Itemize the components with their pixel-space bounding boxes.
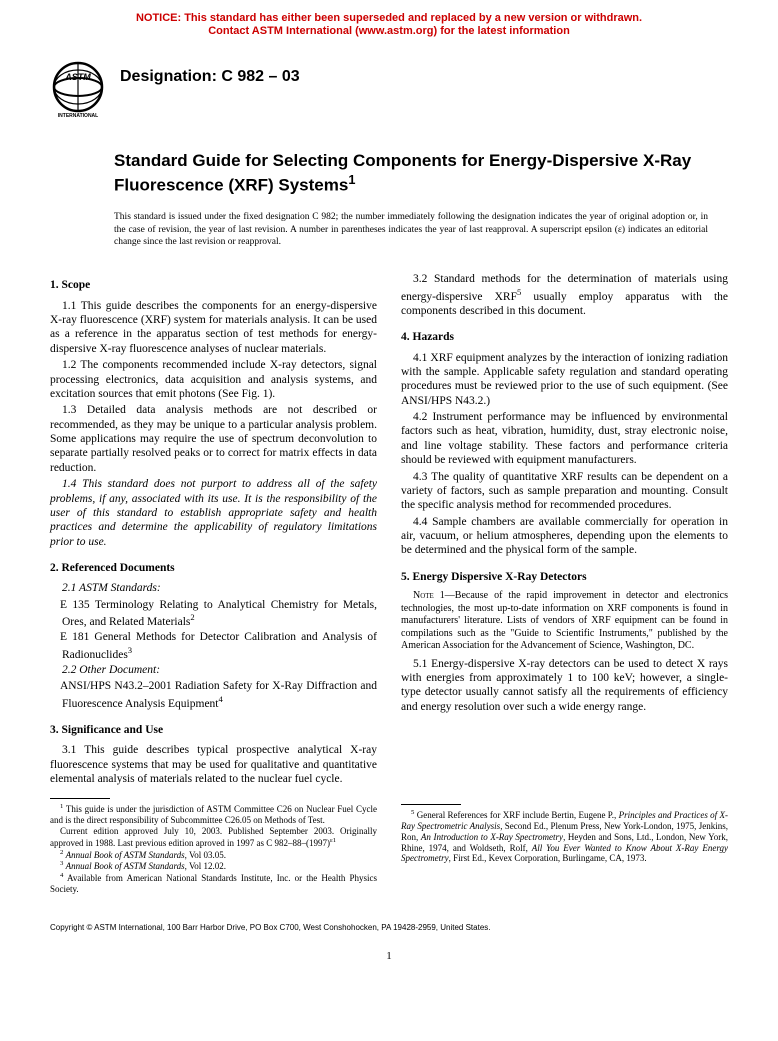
right-footnotes: 5 General References for XRF include Ber… — [401, 804, 728, 864]
footnote-divider-right — [401, 804, 461, 805]
haz-4-2: 4.2 Instrument performance may be influe… — [401, 410, 728, 468]
footnote-1: 1 This guide is under the jurisdiction o… — [50, 803, 377, 826]
detectors-note: Note 1—Because of the rapid improvement … — [401, 590, 728, 653]
footnote-1b: Current edition approved July 10, 2003. … — [50, 826, 377, 849]
footnote-3: 3 Annual Book of ASTM Standards, Vol 12.… — [50, 860, 377, 872]
scope-1-1: 1.1 This guide describes the components … — [50, 299, 377, 357]
body-columns: 1. Scope 1.1 This guide describes the co… — [50, 272, 728, 894]
hazards-heading: 4. Hazards — [401, 330, 728, 344]
refdocs-heading: 2. Referenced Documents — [50, 561, 377, 575]
right-column: 3.2 Standard methods for the determinati… — [401, 272, 728, 894]
page-number: 1 — [50, 950, 728, 962]
scope-1-2: 1.2 The components recommended include X… — [50, 358, 377, 401]
footnote-divider-left — [50, 798, 110, 799]
designation: Designation: C 982 – 03 — [120, 60, 300, 86]
notice-banner: NOTICE: This standard has either been su… — [50, 12, 728, 38]
refdocs-sub2: 2.2 Other Document: — [50, 663, 377, 677]
notice-line1: NOTICE: This standard has either been su… — [136, 12, 642, 24]
footnote-2: 2 Annual Book of ASTM Standards, Vol 03.… — [50, 849, 377, 861]
astm-logo: ASTM INTERNATIONAL — [50, 60, 106, 118]
header: ASTM INTERNATIONAL Designation: C 982 – … — [50, 60, 728, 118]
sig-3-1: 3.1 This guide describes typical prospec… — [50, 743, 377, 786]
left-footnotes: 1 This guide is under the jurisdiction o… — [50, 798, 377, 894]
notice-line2: Contact ASTM International (www.astm.org… — [208, 25, 570, 37]
note-label: Note 1 — [413, 590, 445, 601]
svg-text:ASTM: ASTM — [64, 72, 91, 82]
haz-4-3: 4.3 The quality of quantitative XRF resu… — [401, 470, 728, 513]
title-footnote-ref: 1 — [348, 172, 355, 187]
scope-1-4: 1.4 This standard does not purport to ad… — [50, 477, 377, 549]
significance-heading: 3. Significance and Use — [50, 723, 377, 737]
ref-e181: E 181 General Methods for Detector Calib… — [62, 630, 377, 662]
sig-3-2: 3.2 Standard methods for the determinati… — [401, 272, 728, 318]
det-5-1: 5.1 Energy-dispersive X-ray detectors ca… — [401, 657, 728, 715]
title-text: Standard Guide for Selecting Components … — [114, 151, 691, 195]
copyright: Copyright © ASTM International, 100 Barr… — [50, 923, 728, 932]
ref-ansi: ANSI/HPS N43.2–2001 Radiation Safety for… — [62, 679, 377, 711]
document-title: Standard Guide for Selecting Components … — [114, 150, 728, 197]
svg-text:INTERNATIONAL: INTERNATIONAL — [58, 113, 98, 118]
footnote-5: 5 General References for XRF include Ber… — [401, 809, 728, 864]
scope-1-3: 1.3 Detailed data analysis methods are n… — [50, 403, 377, 475]
issuance-note: This standard is issued under the fixed … — [114, 211, 708, 248]
left-column: 1. Scope 1.1 This guide describes the co… — [50, 272, 377, 894]
haz-4-1: 4.1 XRF equipment analyzes by the intera… — [401, 351, 728, 409]
haz-4-4: 4.4 Sample chambers are available commer… — [401, 515, 728, 558]
refdocs-sub1: 2.1 ASTM Standards: — [50, 581, 377, 595]
detectors-heading: 5. Energy Dispersive X-Ray Detectors — [401, 570, 728, 584]
ref-e135: E 135 Terminology Relating to Analytical… — [62, 598, 377, 630]
scope-heading: 1. Scope — [50, 278, 377, 292]
footnote-4: 4 Available from American National Stand… — [50, 872, 377, 895]
